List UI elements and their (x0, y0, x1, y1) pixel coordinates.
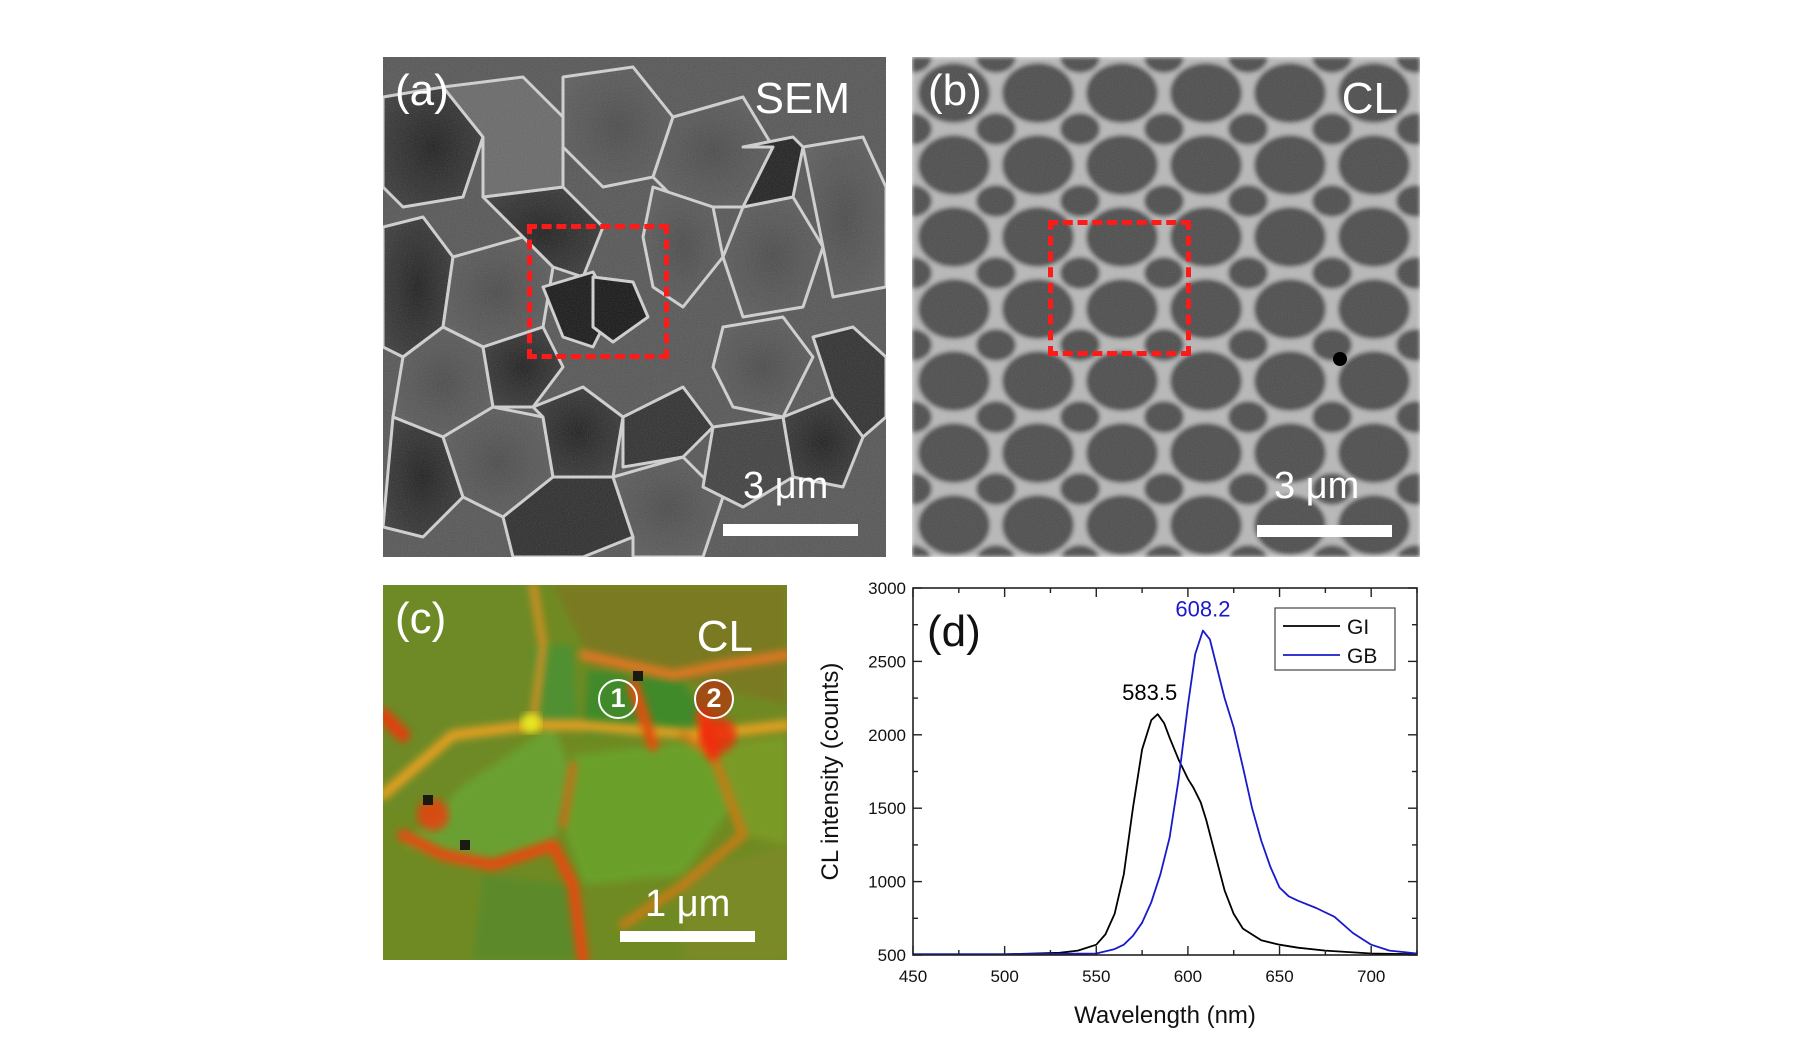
sem-micrograph (383, 57, 886, 557)
scale-bar-label: 3 μm (1274, 465, 1360, 507)
panel-d-cl-spectra-chart: 450 500 550 600 650 700 500 1000 1500 2000 2500 300… (800, 570, 1460, 1040)
x-tick-label: 700 (1357, 967, 1385, 986)
legend-entry-gi: GI (1347, 616, 1369, 639)
panel-d-label: (d) (927, 607, 981, 656)
cl-color-map (383, 585, 787, 960)
panel-b-label: (b) (928, 66, 982, 115)
scale-bar-label: 1 μm (645, 883, 731, 925)
x-axis-label: Wavelength (nm) (1074, 1002, 1256, 1029)
x-tick-label: 600 (1174, 967, 1202, 986)
scale-bar (1257, 525, 1392, 537)
y-axis-label: CL intensity (counts) (817, 663, 844, 881)
panel-c-label: (c) (395, 594, 447, 643)
panel-b-mode-label: CL (1341, 74, 1398, 123)
spectra-plot: 450 500 550 600 650 700 500 1000 1500 2000 2500 300… (817, 579, 1418, 1029)
y-tick-label: 500 (878, 946, 906, 965)
legend-box (1274, 607, 1396, 671)
x-tick-label: 500 (990, 967, 1018, 986)
panel-a-mode-label: SEM (754, 74, 850, 123)
series-line-gi (913, 713, 1418, 956)
panel-c-mode-label: CL (696, 612, 753, 661)
point-marker-2-grain-boundary: 2 (694, 679, 734, 719)
y-tick-label: 2500 (868, 652, 906, 671)
scale-bar (723, 524, 858, 536)
x-tick-label: 450 (899, 967, 927, 986)
scale-bar-label: 3 μm (743, 465, 829, 507)
pore-dot (460, 840, 470, 850)
pore-dot (633, 671, 643, 681)
y-tick-label: 3000 (868, 579, 906, 598)
pore-dot (423, 795, 433, 805)
point-marker-1-grain-interior: 1 (598, 679, 638, 719)
scale-bar (620, 931, 755, 942)
peak-annotation: 583.5 (1122, 680, 1177, 705)
x-tick-label: 550 (1082, 967, 1110, 986)
legend-entry-gb: GB (1347, 645, 1377, 668)
series-line-gb (913, 629, 1418, 956)
y-tick-label: 1000 (868, 873, 906, 892)
peak-annotation: 608.2 (1175, 597, 1230, 622)
y-tick-label: 1500 (868, 799, 906, 818)
y-tick-label: 2000 (868, 726, 906, 745)
pore-dot (1333, 352, 1347, 366)
x-tick-label: 650 (1265, 967, 1293, 986)
region-of-interest-box (1048, 220, 1191, 356)
cl-micrograph (912, 57, 1420, 557)
panel-b-cl-image: (b) CL 3 μm (912, 57, 1420, 557)
panel-a-sem-image: (a) SEM 3 μm (383, 57, 886, 557)
panel-a-label: (a) (395, 66, 449, 115)
panel-c-cl-color-map: (c) CL 1 2 1 μm (383, 585, 787, 960)
region-of-interest-box (527, 224, 669, 359)
